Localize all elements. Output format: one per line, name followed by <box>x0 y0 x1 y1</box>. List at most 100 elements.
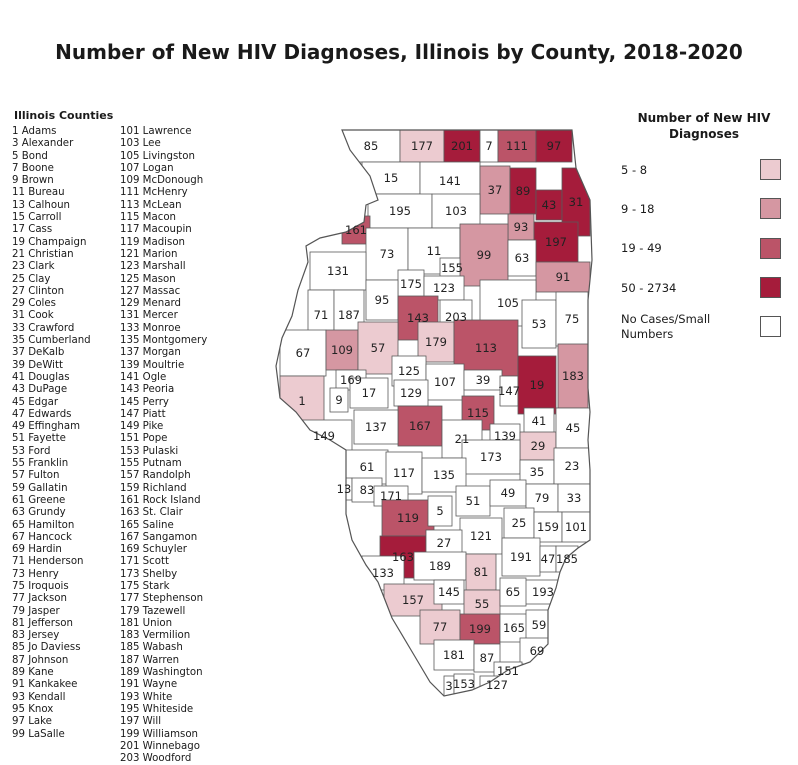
county-113-region <box>453 319 519 377</box>
county-135-label: 135 <box>433 468 455 482</box>
county-173-region <box>461 439 521 475</box>
county-list-item: 53 Ford <box>12 445 51 457</box>
county-list-item: 173 Shelby <box>120 568 178 580</box>
county-101-label: 101 <box>565 520 587 534</box>
county-35-label: 35 <box>530 465 545 479</box>
county-63-region <box>507 239 537 277</box>
county-165-label: 165 <box>503 621 525 635</box>
county-199-label: 199 <box>469 622 491 636</box>
county-81-label: 81 <box>474 565 489 579</box>
county-107-region <box>425 363 465 401</box>
county-89-region <box>509 167 537 215</box>
county-list-item: 77 Jackson <box>12 593 67 605</box>
county-181-region <box>433 639 475 671</box>
county-11-label: 11 <box>427 244 442 258</box>
legend-swatch-50-2734 <box>760 277 781 298</box>
county-list-item: 45 Edgar <box>12 396 59 408</box>
county-177-label: 177 <box>411 139 433 153</box>
county-list-item: 41 Douglas <box>12 371 70 383</box>
county-list-item: 167 Sangamon <box>120 531 198 543</box>
county-list-item: 91 Kankakee <box>12 679 78 691</box>
county-29-region <box>519 431 557 461</box>
county-list-item: 71 Henderson <box>12 556 84 568</box>
county-list-item: 107 Logan <box>120 162 174 174</box>
county-173-label: 173 <box>480 450 502 464</box>
county-list-item: 43 DuPage <box>12 384 68 396</box>
county-13-label: 13 <box>337 482 352 496</box>
county-177-region <box>399 130 445 163</box>
county-105-label: 105 <box>497 296 519 310</box>
county-list-item: 193 White <box>120 691 173 703</box>
county-list-item: 29 Coles <box>12 298 56 310</box>
county-25-label: 25 <box>512 516 527 530</box>
county-121-label: 121 <box>470 529 492 543</box>
county-list-item: 75 Iroquois <box>12 580 69 592</box>
county-list-column-1: 1 Adams 3 Alexander 5 Bond 7 Boone 9 Brown 11… <box>12 126 91 741</box>
county-list-item: 131 Mercer <box>120 310 178 322</box>
county-175-label: 175 <box>400 277 422 291</box>
county-list-item: 17 Cass <box>12 224 53 236</box>
county-19-region <box>517 355 557 415</box>
county-165-region <box>499 613 529 643</box>
county-167-label: 167 <box>409 419 431 433</box>
county-141-label: 141 <box>439 174 461 188</box>
county-137-region <box>353 409 399 445</box>
county-123-label: 123 <box>433 281 455 295</box>
county-33-label: 33 <box>567 491 582 505</box>
county-list-item: 81 Jefferson <box>12 617 73 629</box>
county-159-region <box>533 511 563 543</box>
county-41-label: 41 <box>532 414 547 428</box>
county-111-label: 111 <box>506 139 528 153</box>
county-157-label: 157 <box>402 593 424 607</box>
county-65-region <box>499 577 527 607</box>
county-179-region <box>417 321 455 363</box>
county-61-label: 61 <box>360 460 375 474</box>
county-list-item: 49 Effingham <box>12 421 81 433</box>
county-109-label: 109 <box>331 343 353 357</box>
county-37-label: 37 <box>488 183 503 197</box>
county-list-item: 125 Mason <box>120 273 176 285</box>
county-151-label: 151 <box>497 664 519 678</box>
county-197-label: 197 <box>545 235 567 249</box>
county-list-item: 175 Stark <box>120 580 170 592</box>
county-list-item: 161 Rock Island <box>120 494 201 506</box>
county-list-item: 159 Richland <box>120 482 187 494</box>
county-119-label: 119 <box>397 511 419 525</box>
county-list-item: 85 Jo Daviess <box>12 642 81 654</box>
legend-label-19-49: 19 - 49 <box>621 241 662 255</box>
county-list-item: 5 Bond <box>12 150 48 162</box>
legend-label-5-8: 5 - 8 <box>621 163 648 177</box>
county-list-item: 113 McLean <box>120 199 182 211</box>
county-5-label: 5 <box>436 504 443 518</box>
county-list-item: 97 Lake <box>12 716 52 728</box>
county-9-region <box>329 387 349 413</box>
county-51-label: 51 <box>466 494 481 508</box>
county-list-item: 105 Livingston <box>120 150 195 162</box>
county-list-item: 191 Wayne <box>120 679 178 691</box>
county-49-label: 49 <box>501 486 516 500</box>
county-list-item: 55 Franklin <box>12 458 69 470</box>
county-179-label: 179 <box>425 335 447 349</box>
county-195-label: 195 <box>389 204 411 218</box>
county-73-label: 73 <box>380 247 395 261</box>
county-list-item: 177 Stephenson <box>120 593 204 605</box>
county-63-label: 63 <box>515 251 530 265</box>
county-list-item: 57 Fulton <box>12 470 60 482</box>
county-137-label: 137 <box>365 420 387 434</box>
county-list-item: 183 Vermilion <box>120 630 191 642</box>
county-163-label: 163 <box>392 550 414 564</box>
county-59-label: 59 <box>532 618 547 632</box>
county-list-item: 47 Edwards <box>12 408 72 420</box>
county-list-item: 133 Monroe <box>120 322 181 334</box>
county-133-label: 133 <box>372 566 394 580</box>
county-191-label: 191 <box>510 550 532 564</box>
county-99-region <box>459 223 509 287</box>
county-81-region <box>465 553 497 591</box>
county-list-item: 93 Kendall <box>12 691 66 703</box>
county-list-item: 157 Randolph <box>120 470 191 482</box>
county-67-label: 67 <box>296 346 311 360</box>
county-list-item: 11 Bureau <box>12 187 65 199</box>
county-list-item: 197 Will <box>120 716 162 728</box>
county-list-item: 117 Macoupin <box>120 224 192 236</box>
